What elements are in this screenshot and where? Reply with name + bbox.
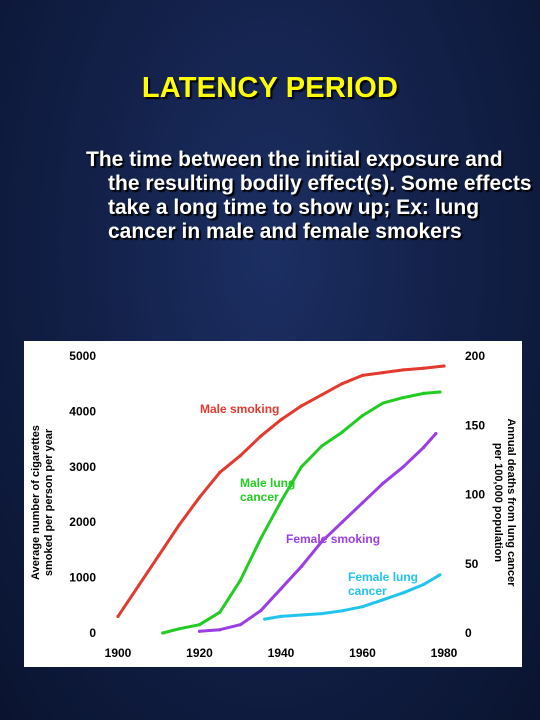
x-tick-label-0: 1900 <box>105 646 132 660</box>
y-left-tick-label-2: 2000 <box>69 515 96 529</box>
series-2-point-2 <box>238 623 242 627</box>
series-3-point-2 <box>299 613 303 617</box>
series-1-point-1 <box>177 627 181 631</box>
series-3-point-0 <box>263 617 267 621</box>
series-line-1 <box>161 390 442 635</box>
y-left-tick-label-1: 1000 <box>69 571 96 585</box>
series-1-point-13 <box>422 391 426 395</box>
series-1-point-12 <box>401 396 405 400</box>
x-tick-label-2: 1940 <box>268 646 295 660</box>
series-1-point-4 <box>238 578 242 582</box>
y-right-tick-label-4: 200 <box>465 349 485 363</box>
y-right-axis-label: Annual deaths from lung cancerper 100,00… <box>492 418 517 587</box>
series-3-point-5 <box>360 605 365 609</box>
series-2-point-7 <box>340 520 344 524</box>
series-label-0-line-0: Male smoking <box>200 402 279 416</box>
series-1-point-5 <box>259 537 263 541</box>
x-tick-label-3: 1960 <box>349 646 376 660</box>
series-0-point-16 <box>442 364 446 368</box>
series-label-1-line-1: cancer <box>240 490 279 504</box>
series-0-point-11 <box>340 382 344 386</box>
series-0-point-1 <box>136 584 140 588</box>
series-0-point-0 <box>116 614 120 618</box>
series-2-point-1 <box>218 628 222 632</box>
series-3-point-4 <box>340 609 344 613</box>
series-0-point-10 <box>320 393 324 397</box>
series-1-point-2 <box>197 623 202 627</box>
series-3-point-1 <box>279 614 283 618</box>
series-1-point-0 <box>161 631 165 635</box>
series-line-3 <box>263 573 442 621</box>
series-0-point-15 <box>422 366 426 370</box>
y-right-tick-label-2: 100 <box>465 488 485 502</box>
series-0-point-2 <box>157 553 161 557</box>
series-0-point-4 <box>197 495 202 499</box>
series-3-point-6 <box>381 598 385 602</box>
y-left-tick-label-4: 4000 <box>69 404 96 418</box>
x-tick-label-4: 1980 <box>431 646 458 660</box>
y-left-tick-label-3: 3000 <box>69 460 96 474</box>
series-0-point-8 <box>279 418 283 422</box>
series-2-point-6 <box>320 540 324 544</box>
series-0-point-3 <box>177 523 181 527</box>
series-1-point-14 <box>438 390 442 394</box>
latency-chart: 1900 1920 1940 1960 1980 0 1000 2000 3000 4000 500… <box>24 341 522 667</box>
series-1-point-7 <box>299 465 303 469</box>
series-0-point-9 <box>299 404 303 408</box>
slide-body-text: The time between the initial exposure an… <box>86 148 532 243</box>
series-2-point-0 <box>197 629 202 633</box>
series-0-point-5 <box>218 470 222 474</box>
series-0-point-6 <box>238 454 242 458</box>
series-label-3-line-1: cancer <box>348 584 387 598</box>
series-1-point-9 <box>340 430 344 434</box>
series-label-1-line-0: Male lung <box>240 476 295 490</box>
series-2-point-3 <box>259 609 263 613</box>
series-1-point-8 <box>320 444 324 448</box>
y-right-tick-label-3: 150 <box>465 418 485 432</box>
series-3-point-3 <box>320 612 324 616</box>
series-2-point-5 <box>299 564 303 569</box>
series-3-point-7 <box>401 591 405 595</box>
y-left-tick-label-0: 0 <box>89 626 96 640</box>
series-3-point-9 <box>438 573 442 577</box>
series-label-3-line-0: Female lung <box>348 570 418 584</box>
series-1-point-3 <box>218 610 222 614</box>
series-1-point-11 <box>381 401 385 405</box>
series-3-point-8 <box>422 582 426 587</box>
x-tick-label-1: 1920 <box>186 646 213 660</box>
slide-title: LATENCY PERIOD <box>141 72 399 104</box>
series-2-point-8 <box>360 501 365 505</box>
series-0-point-13 <box>381 371 385 375</box>
series-2-point-11 <box>422 445 426 449</box>
y-left-tick-label-5: 5000 <box>69 349 96 363</box>
chart-svg: 1900 1920 1940 1960 198001000200030004000500… <box>30 349 517 660</box>
y-right-tick-label-0: 0 <box>465 626 472 640</box>
y-right-tick-label-1: 50 <box>465 557 479 571</box>
series-2-point-4 <box>279 587 283 591</box>
series-0-point-14 <box>401 368 405 372</box>
series-label-2-line-0: Female smoking <box>286 532 380 546</box>
series-0-point-7 <box>259 434 263 438</box>
series-1-point-10 <box>360 414 365 418</box>
series-2-point-10 <box>401 465 405 469</box>
y-left-axis-label: Average number of cigarettessmoked per p… <box>30 425 55 580</box>
series-2-point-9 <box>381 481 385 485</box>
series-0-point-12 <box>360 373 365 377</box>
series-2-point-12 <box>434 432 438 436</box>
series-1-point-6 <box>279 499 283 503</box>
